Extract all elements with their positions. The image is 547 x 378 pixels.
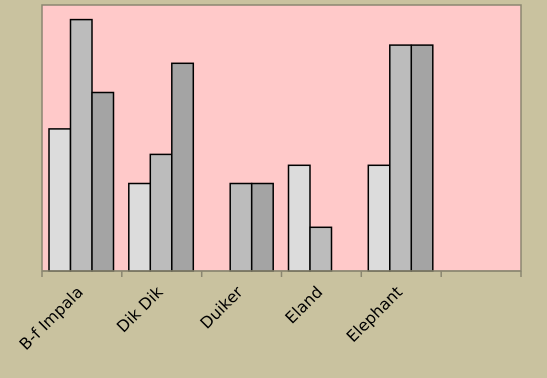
bar-duiker-series-3	[250, 182, 274, 272]
bar-dik-dik-series-2	[149, 153, 173, 272]
bar-eland-series-2	[309, 226, 333, 272]
x-tick-label: Dik Dik	[113, 282, 167, 336]
x-tick-label: B-f Impala	[15, 282, 86, 353]
bar-b-f-impala-series-3	[91, 91, 115, 272]
bar-elephant-series-3	[410, 44, 434, 272]
bar-group	[48, 18, 434, 272]
x-tick-label: Eland	[281, 282, 326, 327]
x-tick-labels: B-f Impala Dik Dik Duiker Eland Elephant	[15, 282, 406, 354]
x-axis	[41, 270, 522, 277]
bar-elephant-series-2	[389, 44, 413, 272]
bar-b-f-impala-series-2	[69, 18, 93, 272]
x-tick-label: Duiker	[196, 282, 247, 333]
bar-b-f-impala-series-1	[48, 128, 72, 272]
bar-duiker-series-2	[229, 182, 253, 272]
bar-dik-dik-series-1	[128, 182, 152, 272]
x-tick-label: Elephant	[343, 282, 407, 346]
bar-elephant-series-1	[367, 164, 391, 272]
plot-area	[41, 4, 522, 272]
bar-eland-series-1	[287, 164, 311, 272]
bar-dik-dik-series-3	[171, 62, 195, 272]
